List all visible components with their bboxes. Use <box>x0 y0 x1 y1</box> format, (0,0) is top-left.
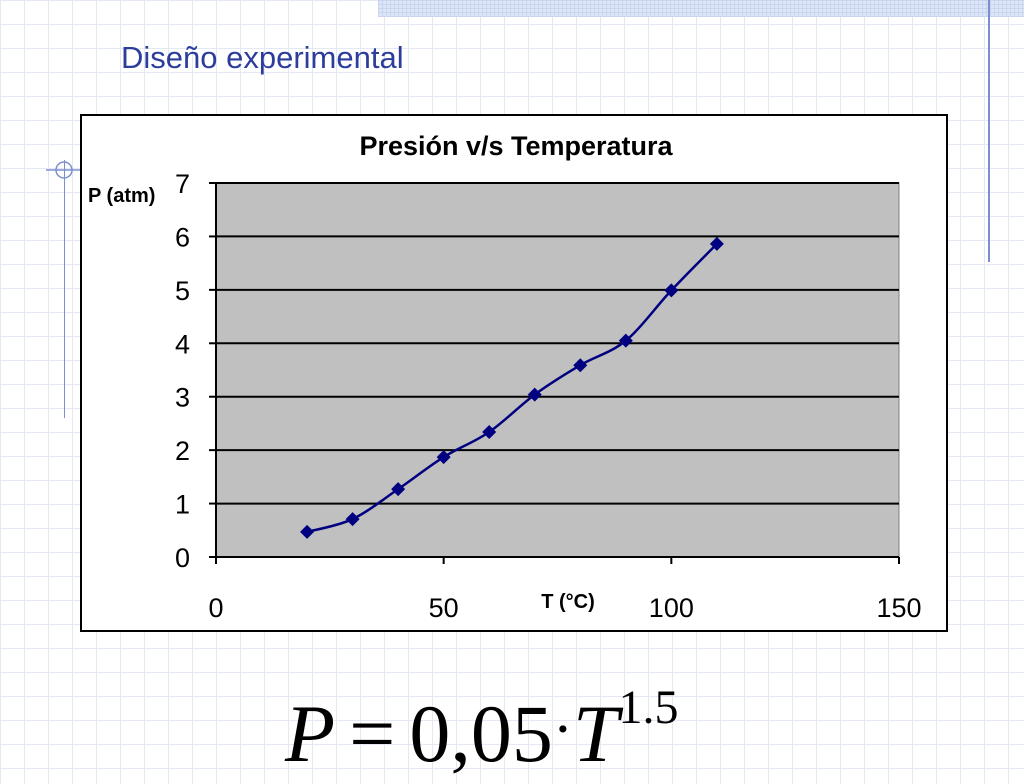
data-point-marker <box>664 283 679 298</box>
formula-operator: · <box>552 696 573 762</box>
data-point-marker <box>618 333 633 348</box>
formula-lhs: P <box>285 688 336 779</box>
data-point-marker <box>391 482 406 497</box>
formula-equals: = <box>349 688 396 779</box>
data-point-marker <box>573 358 588 373</box>
x-tick-label: 100 <box>649 593 694 623</box>
data-point-marker <box>709 236 724 251</box>
x-tick-label: 150 <box>876 593 921 623</box>
chart-title: Presión v/s Temperatura <box>359 131 673 161</box>
data-point-marker <box>527 387 542 402</box>
y-tick-label: 1 <box>175 490 190 520</box>
y-tick-label: 4 <box>175 329 190 359</box>
y-tick-label: 0 <box>175 543 190 573</box>
formula-coefficient: 0,05 <box>409 688 553 779</box>
header-decoration-band <box>378 0 1024 17</box>
x-axis-label: T (°C) <box>541 591 595 613</box>
series-line <box>306 243 718 534</box>
data-point-marker <box>436 450 451 465</box>
y-tick-label: 6 <box>175 222 190 252</box>
y-tick-label: 7 <box>175 169 190 199</box>
formula-base: T <box>572 688 619 779</box>
chart-frame: 0 1 2 3 4 5 6 7 0 50 100 150 Presión v/s Temperatura… <box>80 114 948 632</box>
crosshair-ornament-icon <box>46 161 82 179</box>
y-axis-label: P (atm) <box>88 185 155 207</box>
plot-area <box>215 182 900 558</box>
x-tick-label: 0 <box>208 593 223 623</box>
decorative-vertical-line <box>988 0 990 262</box>
slide-title: Diseño experimental <box>121 40 404 75</box>
data-point-marker <box>300 524 315 539</box>
y-tick-label: 3 <box>175 383 190 413</box>
formula: P = 0,05·T1.5 <box>285 658 679 779</box>
data-point-marker <box>345 512 360 527</box>
decorative-vertical-line <box>64 160 65 418</box>
data-point-marker <box>482 424 497 439</box>
formula-exponent: 1.5 <box>618 681 679 734</box>
y-tick-label: 5 <box>175 276 190 306</box>
x-tick-label: 50 <box>429 593 459 623</box>
pressure-temperature-chart: 0 1 2 3 4 5 6 7 0 50 100 150 Presión v/s Temperatura… <box>88 131 922 623</box>
y-tick-label: 2 <box>175 436 190 466</box>
